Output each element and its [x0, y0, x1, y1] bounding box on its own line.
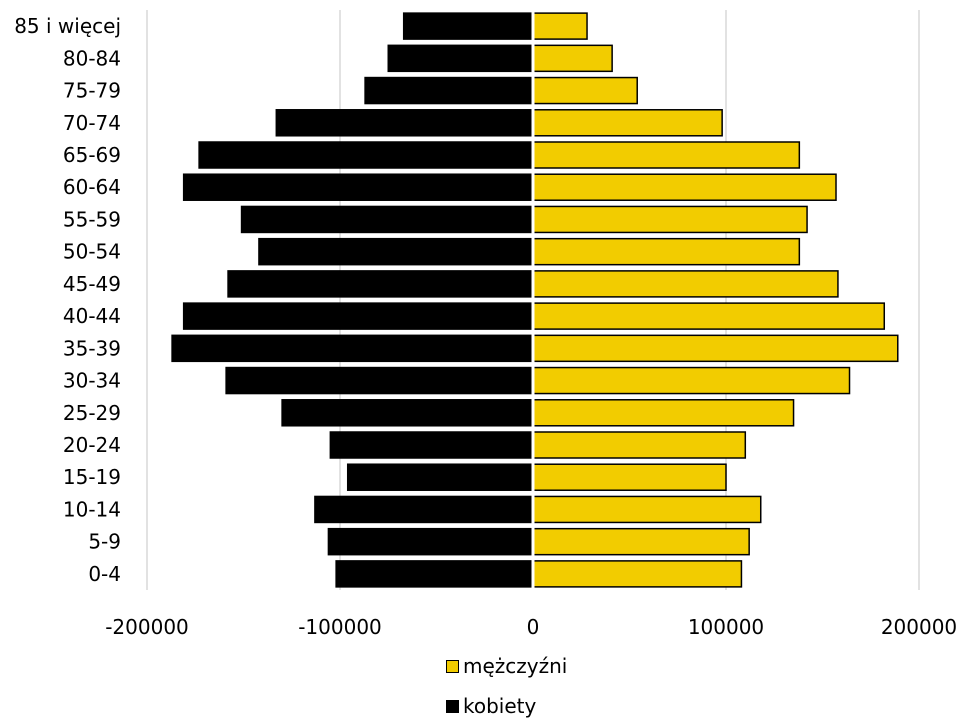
y-tick-label: 65-69 — [63, 143, 121, 167]
y-tick-label: 45-49 — [63, 272, 121, 296]
bar — [281, 399, 534, 427]
bar — [532, 560, 743, 588]
bar — [532, 76, 638, 105]
bar — [182, 173, 534, 201]
y-tick-label: 10-14 — [63, 497, 121, 521]
legend-swatch-women — [446, 699, 459, 713]
y-tick-label: 0-4 — [88, 562, 121, 586]
y-tick-labels: 85 i więcej 80-84 75-79 70-74 65-69 60-64 55-5… — [14, 14, 121, 586]
bar — [532, 527, 750, 556]
y-tick-label: 15-19 — [63, 465, 121, 489]
bar — [227, 270, 534, 298]
y-tick-label: 80-84 — [63, 46, 121, 70]
bar — [532, 302, 886, 330]
legend-label-women: kobiety — [463, 694, 537, 718]
bar — [329, 431, 534, 459]
y-tick-label: 20-24 — [63, 433, 121, 457]
bar — [171, 334, 534, 363]
bar — [240, 205, 534, 234]
legend-item-men: mężczyźni — [446, 654, 567, 678]
legend-item-women: kobiety — [446, 694, 536, 718]
x-tick-label: 200000 — [881, 615, 957, 639]
bar — [225, 366, 534, 395]
y-tick-label: 85 i więcej — [14, 14, 121, 38]
bar — [532, 237, 801, 266]
y-tick-label: 55-59 — [63, 207, 121, 231]
bar — [532, 270, 839, 298]
legend-swatch-men — [446, 659, 459, 673]
bar — [198, 141, 534, 169]
bar — [532, 366, 851, 395]
bar — [532, 495, 762, 524]
y-tick-label: 75-79 — [63, 79, 121, 103]
bar — [314, 495, 534, 524]
bar — [532, 334, 899, 363]
bar — [402, 12, 534, 40]
y-tick-label: 25-29 — [63, 401, 121, 425]
x-tick-label: 100000 — [688, 615, 764, 639]
gridlines — [146, 10, 920, 590]
bars — [171, 10, 899, 590]
bar — [532, 463, 727, 491]
y-tick-label: 5-9 — [88, 530, 121, 554]
bar — [532, 109, 723, 137]
x-tick-label: -200000 — [105, 615, 189, 639]
bar — [364, 76, 534, 105]
y-tick-label: 60-64 — [63, 175, 121, 199]
bar — [532, 44, 613, 73]
bar — [335, 560, 534, 588]
bar — [532, 205, 808, 234]
bar — [532, 173, 837, 201]
bar — [532, 431, 747, 459]
y-tick-label: 40-44 — [63, 304, 121, 328]
y-tick-label: 70-74 — [63, 111, 121, 135]
y-tick-label: 35-39 — [63, 336, 121, 360]
bar — [387, 44, 534, 73]
bar — [532, 141, 801, 169]
x-tick-label: 0 — [527, 615, 540, 639]
bar — [182, 302, 534, 330]
y-tick-label: 50-54 — [63, 240, 121, 264]
bar — [532, 399, 795, 427]
x-tick-label: -100000 — [298, 615, 382, 639]
bar — [327, 527, 534, 556]
bar — [346, 463, 534, 491]
bar — [258, 237, 534, 266]
y-tick-label: 30-34 — [63, 369, 121, 393]
bar — [532, 12, 588, 40]
bar — [275, 109, 534, 137]
legend-label-men: mężczyźni — [463, 654, 568, 678]
x-tick-labels: -200000 -100000 0 100000 200000 — [105, 615, 957, 639]
